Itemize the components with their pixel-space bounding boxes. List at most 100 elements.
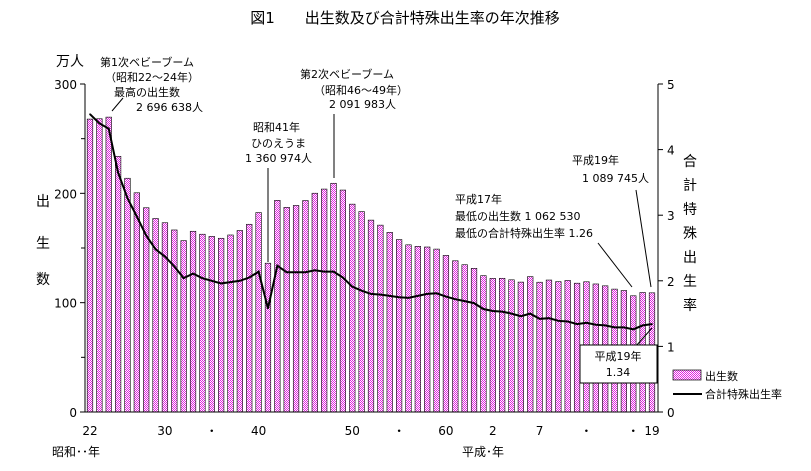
bar-births	[255, 212, 262, 413]
y2label-char: 殊	[683, 226, 697, 242]
bar-births	[405, 244, 412, 413]
bar-births	[424, 246, 431, 413]
tfr-point	[388, 295, 391, 297]
bar-births	[292, 205, 300, 413]
tfr-point	[370, 293, 372, 295]
arrow	[111, 97, 124, 112]
y2label-char: 出	[683, 250, 697, 266]
y2label-char: 合	[683, 154, 697, 170]
tfr-point	[107, 127, 110, 130]
tfr-point	[182, 277, 185, 279]
legend-bar-swatch	[672, 369, 702, 381]
bar-births	[489, 278, 496, 413]
tfr-point	[285, 271, 288, 274]
annotation-text: 平成19年	[595, 349, 642, 363]
x-tick-label: 40	[251, 424, 266, 438]
bar-births	[264, 262, 272, 413]
annotation-text: 最低の合計特殊出生率 1.26	[455, 226, 593, 240]
annotation-text: （昭和22～24年）	[105, 70, 199, 84]
y2-tick-label: 3	[667, 209, 675, 223]
bar-births	[283, 207, 290, 413]
tfr-point	[117, 171, 119, 174]
bar-births	[442, 255, 450, 413]
tfr-points	[89, 113, 653, 331]
bar-births	[105, 116, 112, 413]
chart-title: 図1 出生数及び合計特殊出生率の年次推移	[250, 9, 560, 27]
x-tick-label: 19	[644, 424, 659, 438]
bar-births	[96, 118, 103, 413]
tfr-point	[210, 280, 213, 282]
bar-births	[433, 248, 440, 413]
tfr-point	[314, 269, 316, 272]
x-tick-label: ・	[580, 424, 592, 438]
bar-births	[517, 281, 524, 413]
bar-births	[508, 279, 515, 413]
annotation-boom2: 第2次ベビーブーム （昭和46～49年） 2 091 983人	[300, 67, 408, 178]
annotation-text: 昭和41年	[253, 120, 300, 134]
bar-births	[133, 192, 140, 413]
tfr-point	[173, 265, 176, 268]
ylabel-char: 数	[36, 272, 50, 288]
annotation-text: 第1次ベビーブーム	[100, 55, 194, 69]
bar-births	[180, 240, 187, 413]
tfr-point	[332, 270, 335, 273]
tfr-point	[248, 276, 251, 279]
tfr-point	[454, 298, 457, 300]
legend-line-label: 合計特殊出生率	[705, 387, 782, 401]
y-unit-label: 万人	[56, 54, 84, 70]
tfr-point	[192, 272, 194, 275]
annotation-lowest: 平成17年 最低の出生数 1 062 530 最低の合計特殊出生率 1.26	[455, 192, 633, 288]
tfr-point	[145, 234, 147, 237]
annotation-h19-births: 平成19年 1 089 745人	[572, 153, 652, 288]
arrow	[635, 327, 653, 347]
tfr-point	[576, 323, 578, 325]
bar-births	[115, 156, 122, 413]
tfr-point	[342, 276, 344, 279]
y2label-char: 特	[683, 202, 697, 218]
tfr-point	[229, 281, 232, 283]
ylabel-char: 生	[36, 236, 50, 252]
tfr-point	[482, 308, 485, 310]
tfr-point	[435, 292, 438, 295]
tfr-point	[351, 285, 354, 288]
annotation-text: ひのえうま	[251, 137, 306, 150]
bar-births	[527, 276, 534, 413]
bar-births	[414, 246, 421, 413]
tfr-point	[407, 297, 410, 299]
tfr-point	[595, 323, 597, 326]
tfr-point	[276, 264, 279, 267]
x-tick-label: ・	[206, 424, 218, 438]
bar-births	[573, 282, 581, 413]
tfr-point	[529, 312, 532, 315]
bar-births	[311, 192, 318, 413]
tfr-point	[623, 326, 625, 329]
y2-tick-label: 1	[667, 340, 675, 354]
tfr-point	[398, 296, 400, 299]
annotation-text: 最高の出生数	[114, 85, 180, 99]
bar-births	[321, 188, 328, 413]
ylabel-char: 出	[36, 194, 50, 210]
y2label-char: 生	[683, 274, 697, 290]
y2label-char: 計	[683, 178, 697, 194]
annotation-h19-rate: 平成19年 1.34	[579, 327, 658, 384]
tfr-point	[510, 312, 513, 315]
tfr-point	[220, 282, 222, 285]
bar-births	[124, 177, 131, 413]
annotation-text: 1 089 745人	[582, 172, 649, 185]
tfr-point	[463, 300, 466, 302]
bar-births	[302, 200, 309, 413]
tfr-point	[201, 277, 204, 279]
tfr-point	[304, 271, 307, 274]
bar-births	[274, 200, 281, 413]
tfr-point	[520, 315, 522, 318]
tfr-point	[126, 197, 129, 199]
tfr-point	[604, 324, 606, 327]
tfr-point	[379, 293, 382, 296]
tfr-point	[360, 289, 363, 292]
tfr-point	[267, 307, 269, 310]
tfr-point	[501, 310, 503, 313]
bar-births	[395, 239, 403, 413]
annotation-hinoeuma: 昭和41年 ひのえうま 1 360 974人	[245, 120, 312, 262]
tfr-point	[239, 280, 241, 282]
tfr-point	[323, 270, 325, 273]
